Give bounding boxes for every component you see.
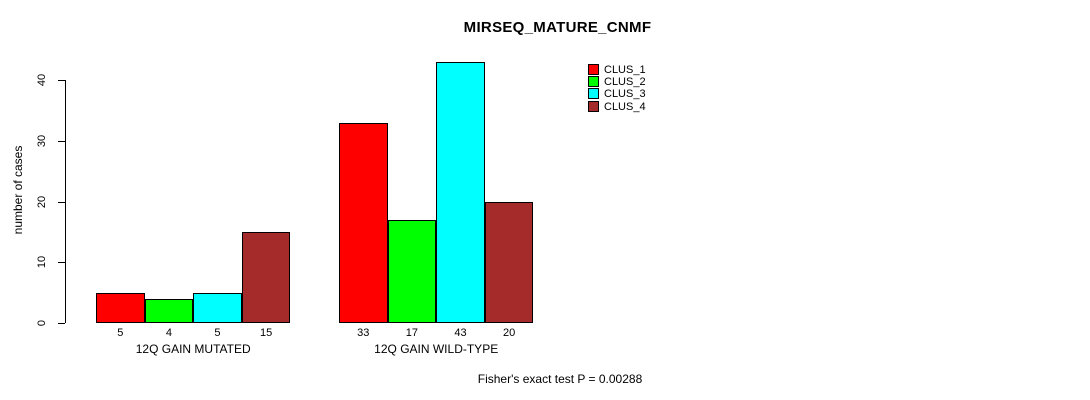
y-axis-tick — [58, 80, 65, 82]
group-label: 12Q GAIN WILD-TYPE — [374, 342, 499, 356]
bar-value-label: 33 — [357, 327, 370, 339]
bar-clus_2-2 — [387, 219, 437, 323]
bar-value-label: 5 — [214, 327, 221, 339]
bar-value-label: 17 — [405, 327, 419, 339]
bar-clus_2-1 — [144, 298, 194, 323]
y-axis-tick — [58, 141, 65, 143]
y-tick-label: 0 — [36, 319, 48, 327]
y-axis-tick — [58, 323, 65, 324]
legend-label: CLUS_3 — [604, 88, 646, 101]
y-tick-label: 10 — [36, 256, 48, 269]
y-axis-label: number of cases — [11, 145, 25, 235]
bar-value-label: 4 — [165, 327, 172, 339]
y-tick-label: 20 — [36, 195, 48, 208]
chart-title: MIRSEQ_MATURE_CNMF — [463, 19, 652, 36]
bar-value-label: 20 — [502, 327, 516, 339]
bar-clus_3-2 — [436, 62, 485, 323]
y-axis-tick — [58, 262, 65, 264]
legend-label: CLUS_4 — [604, 100, 646, 113]
y-tick-label: 30 — [36, 134, 48, 148]
bar-value-label: 43 — [454, 327, 467, 339]
bar-clus_3-1 — [193, 292, 242, 323]
legend-label: CLUS_1 — [604, 64, 646, 76]
legend-swatch-icon — [588, 88, 599, 100]
y-axis-tick — [58, 201, 65, 203]
bar-clus_4-2 — [484, 201, 534, 323]
fisher-test-annotation: Fisher's exact test P = 0.00288 — [477, 372, 643, 386]
bar-clus_1-1 — [96, 292, 145, 323]
group-label: 12Q GAIN MUTATED — [135, 342, 251, 356]
bar-value-label: 15 — [259, 327, 273, 339]
y-tick-label: 40 — [36, 74, 48, 87]
legend-label: CLUS_2 — [604, 76, 646, 89]
bar-clus_4-1 — [241, 232, 291, 323]
legend-swatch-icon — [588, 76, 599, 88]
legend-swatch-icon — [588, 100, 599, 112]
legend-swatch-icon — [588, 64, 599, 75]
y-axis-line — [65, 80, 66, 323]
bar-clus_1-2 — [339, 122, 388, 323]
bar-value-label: 5 — [117, 327, 124, 339]
